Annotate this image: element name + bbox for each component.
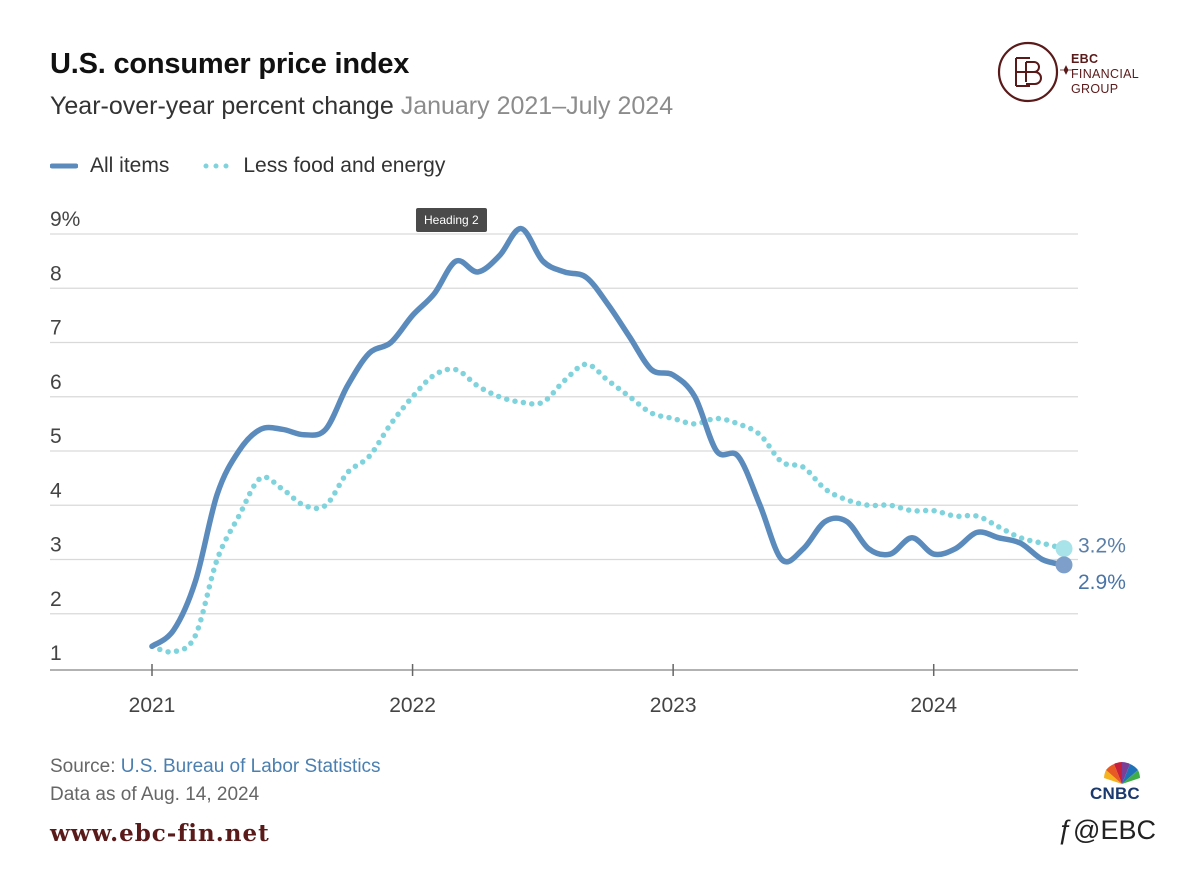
y-tick-label: 7	[50, 317, 62, 340]
y-tick-label: 2	[50, 588, 62, 611]
source-link[interactable]: U.S. Bureau of Labor Statistics	[120, 756, 381, 777]
x-tick-label: 2023	[650, 694, 697, 717]
legend-label-all-items: All items	[90, 154, 170, 177]
end-marker-core	[1055, 540, 1073, 558]
cnbc-peacock-icon	[1104, 762, 1140, 784]
website-url[interactable]: www.ebc-fin.net	[50, 820, 270, 847]
legend-swatch-solid	[50, 163, 78, 169]
legend-label-core: Less food and energy	[243, 154, 446, 177]
chart-legend: All items Less food and energy	[50, 154, 479, 178]
legend-item-core: Less food and energy	[203, 154, 445, 178]
series-line-all-items	[149, 225, 1067, 650]
y-tick-label: 6	[50, 371, 62, 394]
chart-title: U.S. consumer price index	[50, 48, 410, 80]
source-line: Source: U.S. Bureau of Labor Statistics	[50, 756, 381, 778]
y-tick-label: 4	[50, 479, 62, 502]
x-tick-label: 2024	[910, 694, 957, 717]
y-tick-label: 1	[50, 642, 62, 665]
legend-swatch-dotted	[203, 163, 232, 169]
subtitle-main: Year-over-year percent change	[50, 92, 394, 120]
end-marker-all-items	[1055, 556, 1073, 574]
tooltip: Heading 2	[416, 208, 487, 232]
watermark-glyph-icon: ƒ	[1058, 815, 1074, 845]
y-tick-label: 3	[50, 534, 62, 557]
y-tick-label: 5	[50, 425, 62, 448]
ebc-watermark: ƒ@EBC	[1058, 815, 1156, 846]
x-tick-label: 2021	[129, 694, 176, 717]
data-as-of: Data as of Aug. 14, 2024	[50, 784, 260, 805]
cnbc-wordmark: CNBC	[1090, 784, 1140, 803]
series-line-core	[149, 361, 1067, 655]
x-tick-label: 2022	[389, 694, 436, 717]
ebc-brand: EBC	[1071, 52, 1099, 66]
ebc-logo-icon	[997, 41, 1072, 103]
end-label-core: 3.2%	[1078, 535, 1126, 558]
subtitle-range: January 2021–July 2024	[400, 92, 674, 120]
y-tick-label: 9%	[50, 208, 80, 231]
source-label: Source:	[50, 756, 116, 777]
end-label-all-items: 2.9%	[1078, 571, 1126, 594]
chart-subtitle: Year-over-year percent change January 20…	[50, 92, 673, 121]
ebc-line2: FINANCIAL	[1071, 67, 1139, 81]
watermark-text: @EBC	[1073, 815, 1156, 845]
y-tick-label: 8	[50, 262, 62, 285]
legend-item-all-items: All items	[50, 154, 169, 178]
ebc-logo-text: EBC FINANCIAL GROUP	[1071, 52, 1139, 97]
cpi-line-chart: 1 2 3 4 5 6 7 8 9% 2021 2022 2023 2024 3.2% 2.9%	[50, 208, 1126, 717]
ebc-line3: GROUP	[1071, 82, 1119, 96]
